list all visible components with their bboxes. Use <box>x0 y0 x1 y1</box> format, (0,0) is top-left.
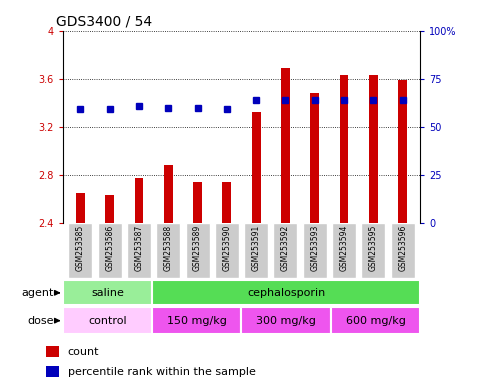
Bar <box>127 223 151 278</box>
Bar <box>152 280 420 305</box>
Text: GSM253595: GSM253595 <box>369 224 378 271</box>
Text: control: control <box>88 316 127 326</box>
Bar <box>215 223 239 278</box>
Bar <box>361 223 385 278</box>
Text: GSM253594: GSM253594 <box>340 224 349 271</box>
Bar <box>152 307 242 334</box>
Bar <box>331 307 420 334</box>
Bar <box>244 223 268 278</box>
Text: GSM253592: GSM253592 <box>281 224 290 271</box>
Bar <box>303 223 327 278</box>
Bar <box>63 280 152 305</box>
Text: agent: agent <box>21 288 54 298</box>
Bar <box>252 113 260 223</box>
Text: GSM253588: GSM253588 <box>164 224 173 270</box>
Bar <box>46 366 59 377</box>
Text: 600 mg/kg: 600 mg/kg <box>346 316 405 326</box>
Text: cephalosporin: cephalosporin <box>247 288 326 298</box>
Text: count: count <box>68 347 99 357</box>
Text: saline: saline <box>91 288 124 298</box>
Bar <box>340 75 348 223</box>
Bar <box>63 307 152 334</box>
Text: percentile rank within the sample: percentile rank within the sample <box>68 367 256 377</box>
Bar <box>273 223 298 278</box>
Bar <box>193 182 202 223</box>
Text: dose: dose <box>28 316 54 326</box>
Bar <box>242 307 331 334</box>
Text: GSM253590: GSM253590 <box>222 224 231 271</box>
Bar <box>156 223 180 278</box>
Text: GSM253593: GSM253593 <box>310 224 319 271</box>
Bar <box>332 223 356 278</box>
Text: 150 mg/kg: 150 mg/kg <box>167 316 227 326</box>
Bar <box>98 223 122 278</box>
Text: GSM253586: GSM253586 <box>105 224 114 271</box>
Text: GSM253587: GSM253587 <box>134 224 143 271</box>
Bar <box>105 195 114 223</box>
Bar <box>223 182 231 223</box>
Text: GSM253591: GSM253591 <box>252 224 261 271</box>
Bar <box>369 75 378 223</box>
Bar <box>69 223 92 278</box>
Bar <box>76 193 85 223</box>
Text: GSM253585: GSM253585 <box>76 224 85 271</box>
Bar <box>311 93 319 223</box>
Bar <box>391 223 414 278</box>
Text: GSM253589: GSM253589 <box>193 224 202 271</box>
Bar <box>46 346 59 357</box>
Text: 300 mg/kg: 300 mg/kg <box>256 316 316 326</box>
Bar <box>398 80 407 223</box>
Bar <box>185 223 210 278</box>
Bar <box>164 165 172 223</box>
Text: GDS3400 / 54: GDS3400 / 54 <box>56 14 152 28</box>
Bar <box>281 68 290 223</box>
Bar <box>135 178 143 223</box>
Text: GSM253596: GSM253596 <box>398 224 407 271</box>
